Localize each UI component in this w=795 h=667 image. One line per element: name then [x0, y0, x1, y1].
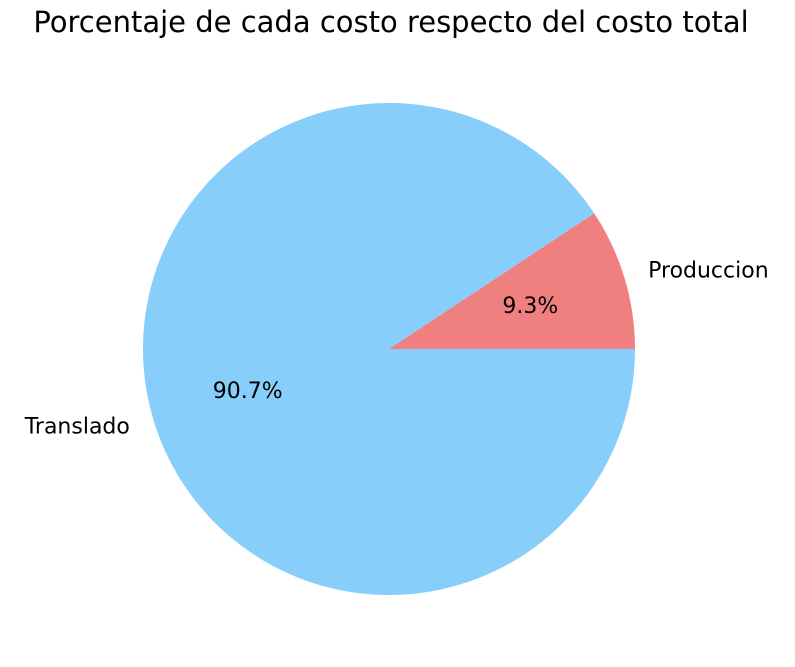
slice-pct-translado: 90.7% [213, 379, 283, 404]
slice-label-produccion: Produccion [648, 259, 769, 284]
pie-slice-translado [142, 103, 635, 596]
slice-pct-produccion: 9.3% [502, 294, 558, 319]
chart-title: Porcentaje de cada costo respecto del co… [33, 5, 748, 39]
pie-slices [142, 103, 635, 596]
pie-slice-produccion [389, 213, 635, 349]
slice-label-translado: Translado [24, 414, 130, 439]
pie-labels: Produccion 9.3% Translado 90.7% [24, 259, 769, 440]
